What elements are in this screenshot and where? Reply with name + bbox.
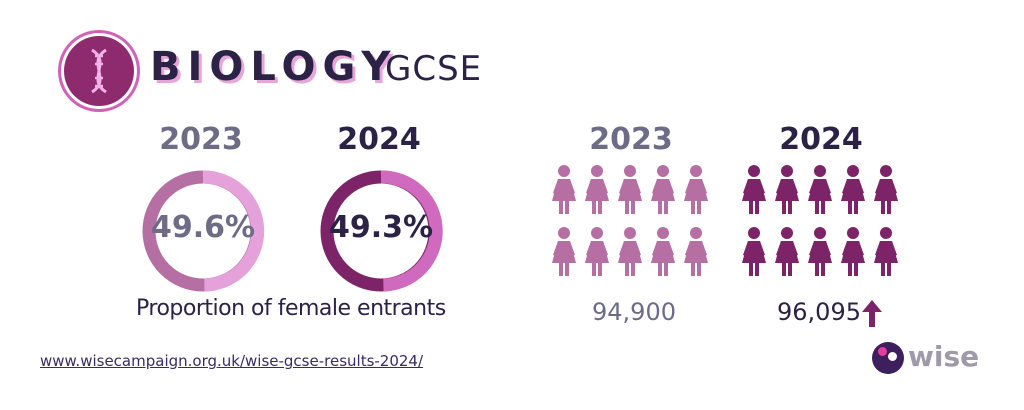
person-icon-2024	[874, 227, 898, 276]
page-subtitle: GCSE	[385, 49, 483, 89]
donut-value-2024: 49.3%	[328, 210, 434, 245]
people-grid-2024	[742, 165, 898, 276]
person-icon-2024	[742, 165, 766, 214]
people-grid-2023	[552, 165, 708, 276]
person-icon-2023	[585, 227, 609, 276]
donut-female-arc-2024	[380, 170, 443, 292]
people-count-2023: 94,900	[592, 298, 676, 326]
person-icon-2023	[585, 165, 609, 214]
person-icon-2024	[841, 227, 865, 276]
donut-chart-2024	[320, 170, 443, 292]
person-icon-2023	[651, 227, 675, 276]
donut-female-arc-2023	[202, 170, 265, 292]
people-count-2024: 96,095	[777, 298, 861, 326]
people-year-2024: 2024	[779, 122, 863, 157]
campaign-link[interactable]: www.wisecampaign.org.uk/wise-gcse-result…	[40, 352, 424, 370]
donut-year-2024: 2024	[337, 122, 421, 157]
person-icon-2023	[618, 165, 642, 214]
page-title: BIOLOGY	[150, 44, 398, 90]
person-icon-2024	[841, 165, 865, 214]
biology-logo	[64, 36, 134, 106]
people-year-2023: 2023	[589, 122, 673, 157]
person-icon-2023	[618, 227, 642, 276]
person-icon-2023	[552, 165, 576, 214]
person-icon-2024	[775, 227, 799, 276]
person-icon-2023	[684, 227, 708, 276]
person-icon-2024	[775, 165, 799, 214]
person-icon-2024	[808, 227, 832, 276]
person-icon-2023	[552, 227, 576, 276]
donut-chart-2023	[142, 170, 265, 292]
wise-logo-text: wise	[908, 340, 980, 373]
person-icon-2024	[874, 165, 898, 214]
donut-year-2023: 2023	[159, 122, 243, 157]
dna-icon	[91, 48, 107, 94]
person-icon-2024	[808, 165, 832, 214]
person-icon-2023	[684, 165, 708, 214]
wise-logo-icon	[872, 342, 904, 374]
person-icon-2024	[742, 227, 766, 276]
increase-arrow-icon	[862, 300, 882, 327]
donut-value-2023: 49.6%	[150, 210, 256, 245]
donut-caption: Proportion of female entrants	[136, 296, 446, 321]
person-icon-2023	[651, 165, 675, 214]
